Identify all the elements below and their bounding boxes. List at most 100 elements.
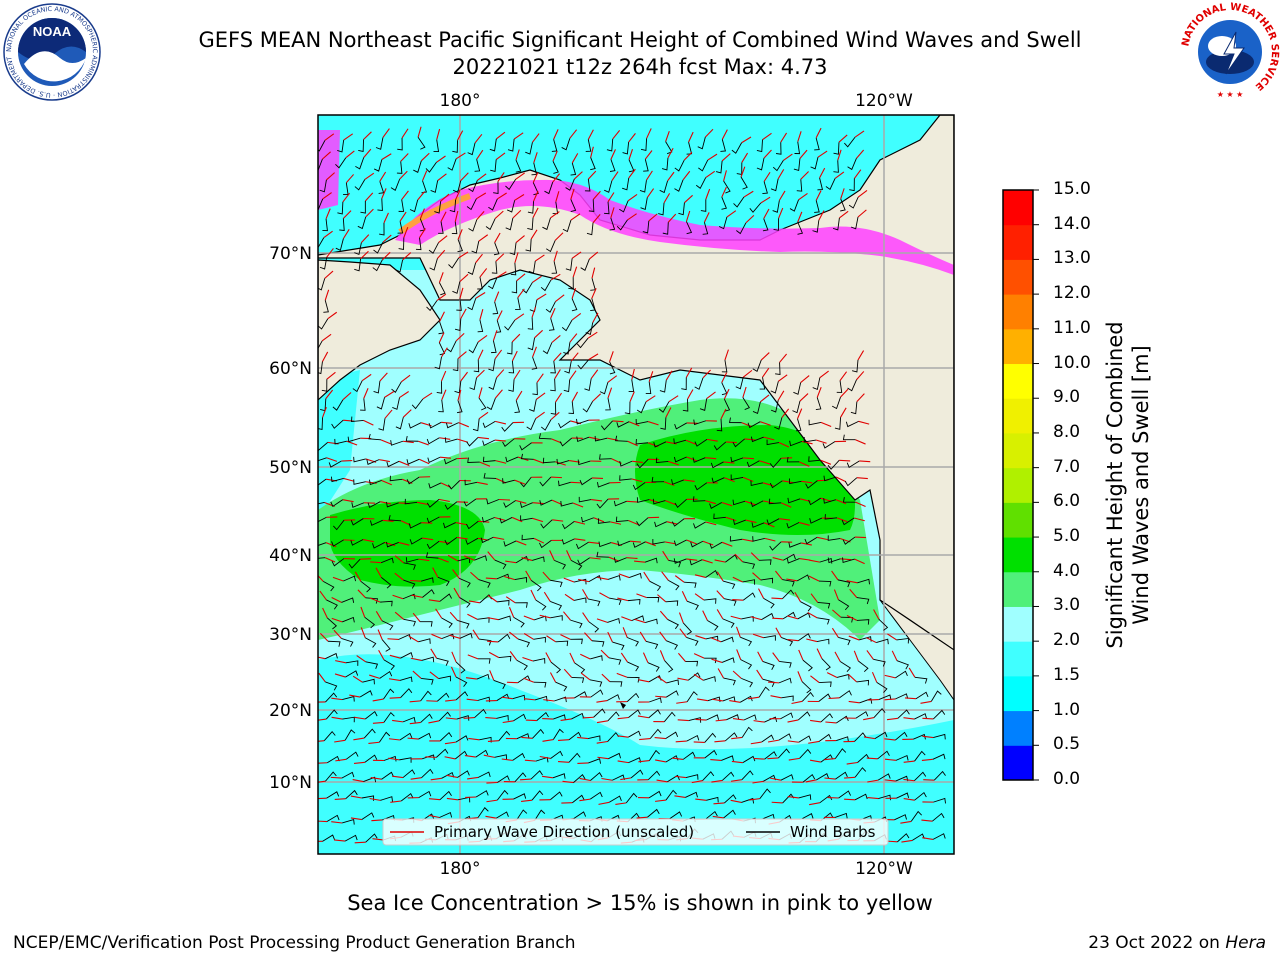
wave-direction-arrow [662,550,670,561]
wind-barb [933,709,946,720]
wave-direction-arrow [363,131,372,140]
wind-barb [477,771,491,778]
wind-barb [318,516,327,523]
wind-barb [503,500,516,508]
wave-direction-arrow [645,541,656,547]
wave-direction-arrow [626,557,638,560]
wind-barb [636,497,650,503]
wind-barb [808,456,821,462]
wind-barb [588,621,600,633]
wave-direction-arrow [477,173,487,181]
wave-direction-arrow [515,499,527,504]
wind-barb [817,617,830,625]
wave-direction-arrow [901,839,913,843]
wave-direction-arrow [570,213,581,221]
wind-barb [856,679,869,686]
wave-direction-arrow [903,778,915,782]
wave-direction-arrow [805,779,817,783]
wave-direction-arrow [706,438,718,442]
wave-direction-arrow [384,409,393,419]
wind-barb [486,498,500,505]
wind-barb [793,382,802,395]
wind-barb [408,422,422,429]
wave-direction-arrow [863,716,875,721]
wind-barb [695,177,707,189]
wave-direction-arrow [501,696,513,700]
wave-direction-arrow [388,678,401,682]
wave-direction-arrow [550,211,560,219]
wind-barb [355,157,365,170]
wave-direction-arrow [464,754,476,758]
wind-barb [693,521,706,529]
wave-direction-arrow [600,649,610,659]
wave-direction-arrow [704,128,714,138]
wind-barb [627,676,640,683]
wind-barb [585,322,594,335]
wind-barb [390,178,401,191]
wind-barb [444,501,458,510]
wave-direction-arrow [455,332,465,342]
wind-barb [597,518,611,524]
wind-barb [568,401,575,414]
wind-barb [792,400,801,414]
wind-barb [418,790,432,799]
wave-direction-arrow [645,170,653,181]
wave-direction-arrow [607,375,618,383]
wind-barb [468,341,479,354]
wind-barb [722,580,736,590]
wind-barb [441,771,455,779]
wave-direction-arrow [589,557,601,560]
wave-direction-arrow [502,720,514,724]
wind-barb [318,502,325,505]
wind-barb [467,457,480,463]
wave-direction-arrow [399,211,407,222]
wave-direction-arrow [400,153,409,162]
wind-barb [492,301,499,315]
wave-direction-arrow [523,633,534,640]
wave-direction-arrow [551,335,561,343]
wave-direction-arrow [848,700,860,704]
wind-barb [613,500,627,507]
wave-direction-arrow [721,541,733,547]
wave-direction-arrow [922,735,934,739]
wind-barb [318,478,327,486]
wave-direction-arrow [835,499,847,505]
wave-direction-arrow [834,171,845,179]
wave-direction-arrow [364,172,375,180]
wind-barb [444,537,458,546]
wind-barb [789,440,802,447]
wave-direction-arrow [569,333,578,343]
wind-barb [562,219,572,233]
wind-barb [496,715,509,721]
wave-direction-arrow [819,167,826,179]
wind-barb [624,401,631,415]
wave-direction-arrow [752,633,764,639]
wave-direction-arrow [360,234,370,244]
wave-direction-arrow [637,715,649,719]
wave-direction-arrow [587,170,597,180]
wind-barb [688,717,702,723]
wave-direction-arrow [369,674,380,679]
wind-barb [318,542,327,546]
wind-barb [604,201,610,215]
wind-barb [539,540,552,549]
wind-barb [590,689,604,698]
wind-barb [494,559,507,570]
wind-barb [766,439,779,446]
wave-direction-arrow [392,775,404,779]
wind-barb [373,242,384,254]
wave-direction-arrow [532,517,544,523]
wave-direction-arrow [494,389,503,399]
wave-direction-arrow [478,411,489,420]
wave-direction-arrow [536,293,547,301]
wind-barb [550,750,563,759]
wind-barb [693,419,707,426]
wave-direction-arrow [873,609,880,620]
wind-barb [425,162,437,173]
wind-barb [365,661,379,669]
wave-direction-arrow [563,577,575,583]
wave-direction-arrow [321,333,332,342]
wave-direction-arrow [856,393,865,403]
wave-direction-arrow [853,169,862,179]
wind-barb [449,199,457,213]
